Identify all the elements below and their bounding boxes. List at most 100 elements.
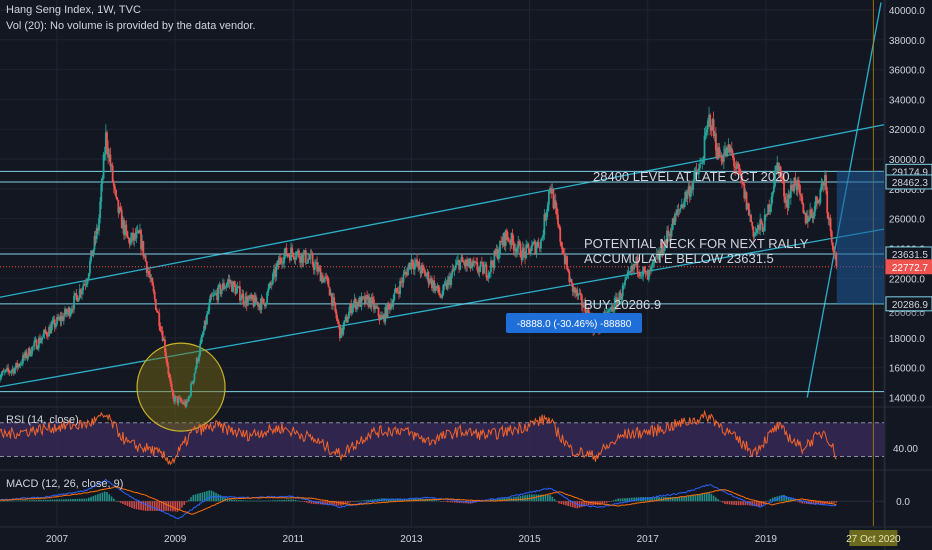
macd-histogram-bar (297, 500, 299, 502)
candle-body (751, 221, 754, 227)
macd-histogram-bar (256, 500, 258, 502)
macd-histogram-bar (362, 500, 365, 502)
candle-body (261, 297, 264, 299)
candle-body (294, 257, 297, 260)
macd-axis-label: 0.0 (896, 497, 910, 508)
candle-body (186, 400, 189, 402)
drawings[interactable] (0, 0, 885, 526)
candle-body (157, 311, 160, 314)
macd-histogram-bar (501, 498, 504, 502)
candle-body (263, 304, 266, 307)
macd-histogram-bar (451, 501, 454, 503)
macd-histogram-bar (562, 501, 565, 505)
macd-histogram-bar (690, 495, 692, 502)
candle-body (212, 294, 215, 296)
macd-histogram-bar (399, 498, 401, 502)
candle-body (96, 228, 99, 231)
candle-body (232, 281, 234, 292)
macd-histogram-bar (358, 500, 360, 502)
candle-body (569, 279, 572, 283)
signal-line (0, 486, 837, 515)
candle-body (164, 339, 166, 353)
candle-body (465, 259, 467, 267)
candle-body (709, 114, 712, 128)
candle-body (254, 295, 257, 303)
candle-body (220, 289, 223, 295)
candle-body (619, 292, 622, 300)
macd-histogram-bar (660, 497, 663, 502)
macd-histogram-bar (712, 495, 715, 502)
macd-histogram-bar (237, 499, 240, 502)
candle-body (733, 157, 735, 167)
price-candles (0, 106, 838, 409)
x-tick-label: 2017 (637, 534, 660, 545)
macd-histogram-bar (669, 497, 672, 502)
candle-body (176, 396, 179, 404)
macd-histogram-bar (705, 493, 708, 502)
candle-body (747, 203, 750, 216)
macd-histogram-bar (290, 499, 292, 502)
macd-histogram-bar (526, 494, 529, 502)
candle-body (201, 335, 204, 338)
candle-body (500, 240, 503, 242)
macd-histogram-bar (81, 498, 83, 502)
candle-body (633, 264, 635, 270)
macd-histogram-bar (126, 501, 129, 506)
candle-body (547, 190, 550, 205)
candle-body (120, 210, 123, 229)
macd-histogram-bar (535, 494, 538, 502)
candle-body (567, 268, 570, 272)
candle-body (551, 189, 554, 194)
candle-body (526, 244, 529, 246)
candle-body (421, 265, 424, 268)
candle-body (158, 313, 161, 327)
drawing-labels[interactable]: 28400 LEVEL AT LATE OCT 2020 POTENTIAL NE… (506, 169, 809, 333)
macd-histogram-bar (142, 501, 145, 511)
candle-body (182, 402, 184, 405)
candle-body (545, 212, 548, 221)
macd-histogram-bar (617, 498, 619, 502)
macd-histogram-bar (615, 499, 617, 502)
candle-body (332, 297, 334, 306)
macd-histogram-bar (69, 499, 72, 502)
macd-histogram-bar (437, 500, 440, 502)
candle-body (579, 292, 582, 296)
candle-body (293, 257, 296, 260)
macd-histogram-bar (556, 501, 558, 502)
candle-body (473, 260, 475, 263)
candle-body (329, 293, 332, 296)
candle-body (810, 209, 813, 214)
candle-body (227, 279, 230, 283)
candle-body (632, 265, 634, 270)
candle-body (639, 275, 642, 277)
candle-body (361, 296, 364, 298)
candle-body (300, 253, 303, 263)
candle-body (802, 203, 805, 214)
candle-body (277, 260, 280, 265)
macd-histogram-bar (721, 501, 724, 503)
candle-body (307, 258, 309, 264)
candle-body (391, 303, 394, 307)
candle-body (61, 316, 64, 321)
candle-body (638, 272, 641, 276)
candle-body (478, 267, 481, 272)
candle-body (645, 271, 648, 273)
candle-body (457, 260, 459, 262)
macd-histogram-bar (165, 501, 167, 512)
candle-body (349, 304, 351, 312)
candle-body (610, 306, 613, 308)
macd-histogram-bar (444, 501, 447, 502)
candle-body (707, 120, 709, 129)
macd-histogram-bar (194, 494, 197, 502)
macd-histogram-bar (78, 498, 81, 502)
candle-body (613, 298, 616, 310)
candle-body (196, 358, 199, 362)
candle-body (85, 283, 88, 285)
candle-body (15, 362, 18, 368)
macd-histogram-bar (492, 499, 495, 502)
candle-body (168, 374, 171, 378)
macd-histogram-bar (312, 501, 315, 504)
candle-body (36, 348, 39, 350)
